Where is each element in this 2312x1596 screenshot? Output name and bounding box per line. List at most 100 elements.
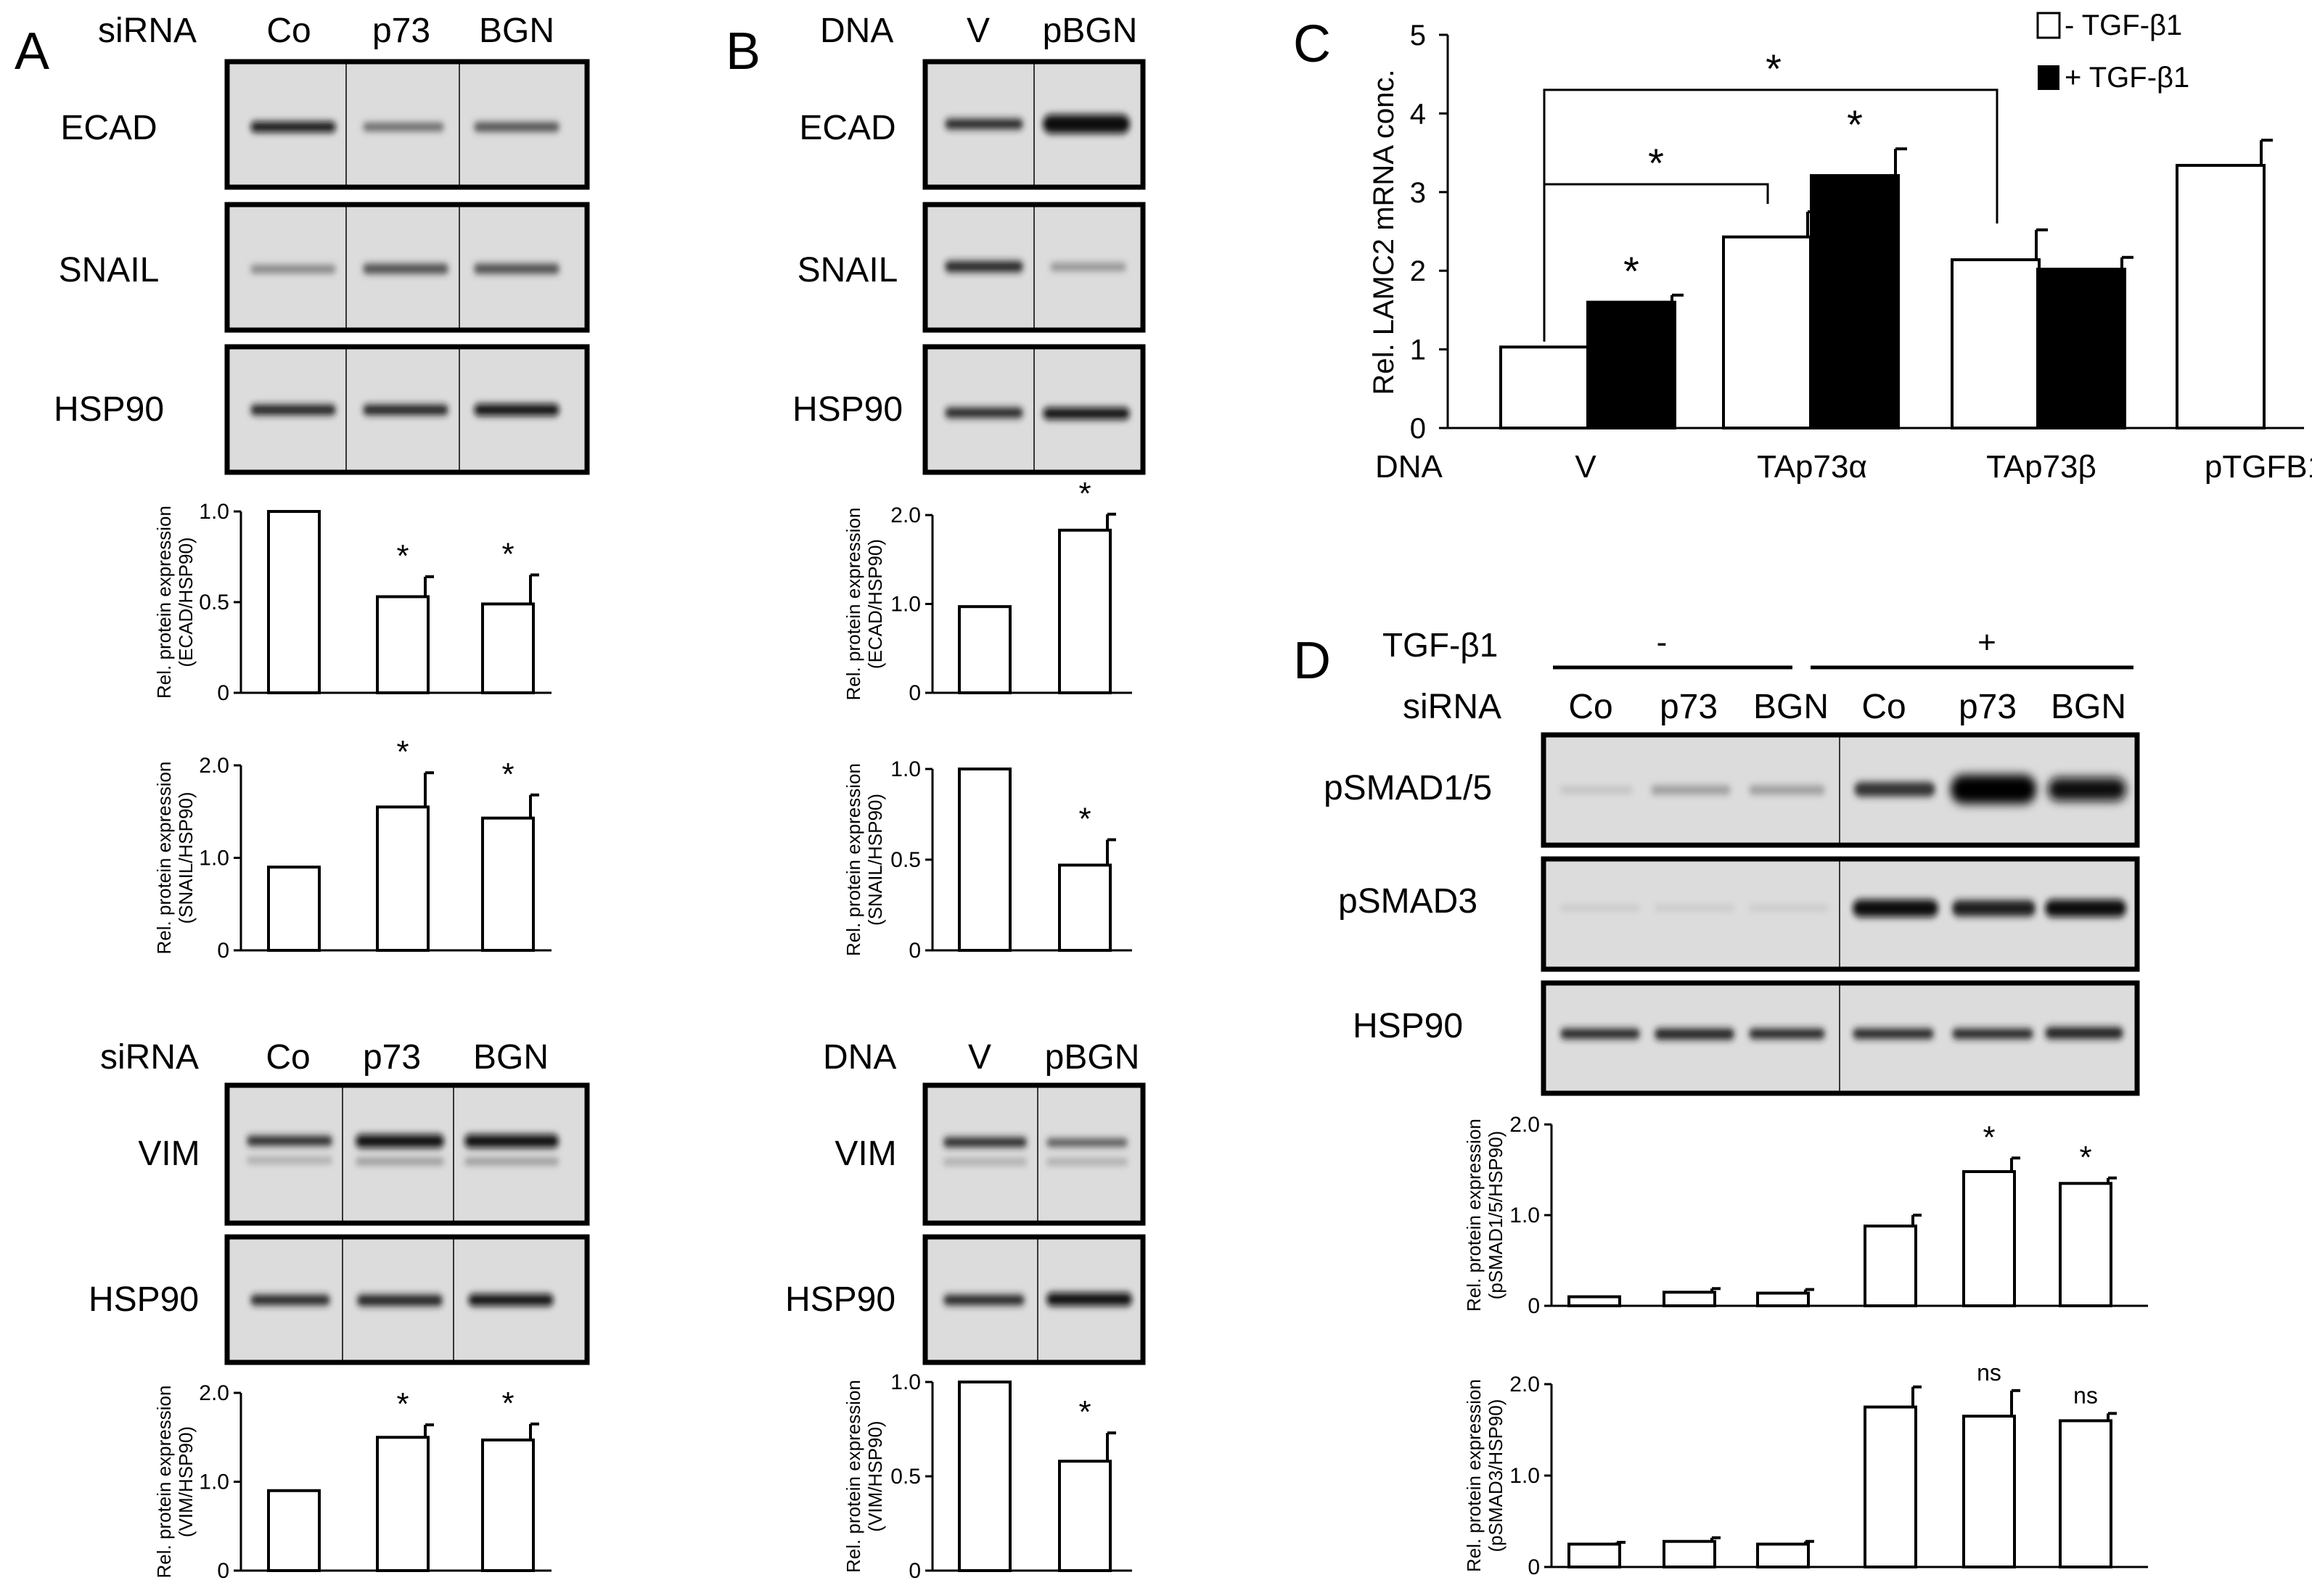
blot-b-snail <box>922 202 1146 333</box>
blot-label-hsp90: HSP90 <box>792 390 903 429</box>
band <box>468 1294 554 1306</box>
y-axis-label: Rel. protein expression <box>1463 1379 1485 1572</box>
bar <box>267 865 321 952</box>
band <box>250 266 336 273</box>
band <box>474 404 559 416</box>
lane-label-pbgn: pBGN <box>1043 12 1138 50</box>
blot-a-snail <box>224 202 590 333</box>
y-axis-label-sub: (SNAIL/HSP90) <box>864 794 886 926</box>
bar <box>1058 528 1112 695</box>
bar <box>1962 1170 2016 1307</box>
bar <box>1567 1542 1621 1568</box>
chart-b-ecad: 0 1.0 2.0 Rel. protein expression (ECAD/HSP9… <box>843 476 1132 705</box>
lane-label-v: V <box>968 1038 991 1077</box>
blot-d-psmad15 <box>1541 732 2140 848</box>
band <box>1749 786 1825 794</box>
y-tick-label: 0 <box>217 681 229 705</box>
bar <box>1663 1291 1716 1307</box>
tgf-label: TGF-β1 <box>1382 626 1498 664</box>
panel-letter-c: C <box>1293 15 1331 73</box>
band <box>357 1295 443 1306</box>
ns-label: ns <box>2073 1382 2098 1408</box>
significance-star: * <box>1078 802 1091 837</box>
lane-label-pbgn: pBGN <box>1045 1038 1140 1077</box>
y-tick-label: 2.0 <box>199 754 229 778</box>
blot-b-hsp90-lower <box>922 1234 1146 1365</box>
blot-label-ecad: ECAD <box>60 109 157 147</box>
lane-label-co: Co <box>266 1038 310 1077</box>
chart-d-psmad15: 0 1.0 2.0 Rel. protein expression (pSMAD1/5/… <box>1463 1113 2148 1318</box>
bar <box>1864 1225 1917 1307</box>
lane-label-p73: p73 <box>1660 688 1718 726</box>
y-axis-label-sub: (ECAD/HSP90) <box>864 539 886 669</box>
band <box>2048 778 2126 801</box>
y-axis-label: Rel. protein expression <box>153 762 175 955</box>
band <box>1853 1029 1934 1039</box>
band <box>1043 408 1130 419</box>
y-tick-label: 0 <box>909 1559 921 1583</box>
bar <box>1567 1295 1621 1307</box>
band <box>250 1295 330 1305</box>
band <box>363 264 448 273</box>
lane-label-co: Co <box>1861 688 1906 726</box>
bar <box>958 605 1012 694</box>
y-axis-label-sub: (SNAIL/HSP90) <box>175 791 197 924</box>
band <box>1050 263 1126 271</box>
blot-label-snail: SNAIL <box>59 251 160 289</box>
blot-label-hsp90: HSP90 <box>54 390 164 429</box>
y-tick-label: 2.0 <box>199 1381 229 1405</box>
lane-label-bgn: BGN <box>479 12 554 50</box>
band <box>1749 905 1829 910</box>
chart-a-ecad: 0 0.5 1.0 Rel. protein expression (ECAD/HSP9… <box>153 500 552 705</box>
y-tick-label: 0.5 <box>199 591 229 614</box>
significance-star: * <box>396 1386 409 1422</box>
blot-b-ecad <box>922 59 1146 190</box>
y-axis-label-sub: (pSMAD3/HSP90) <box>1485 1399 1507 1552</box>
band <box>945 408 1023 418</box>
bar <box>1756 1542 1810 1568</box>
significance-star: * <box>2079 1140 2091 1175</box>
sirna-label-lower: siRNA <box>100 1038 199 1077</box>
chart-a-vim: 0 1.0 2.0 Rel. protein expression (VIM/HSP90… <box>153 1381 552 1583</box>
y-tick-label: 0 <box>1528 1555 1540 1579</box>
bar <box>376 595 430 694</box>
y-tick-label: 0 <box>1528 1294 1540 1318</box>
y-axis-label-sub: (VIM/HSP90) <box>864 1420 886 1531</box>
band <box>1046 1139 1128 1146</box>
band <box>1046 1293 1132 1306</box>
bar-plus-tgf <box>1586 300 1676 429</box>
band <box>464 1135 559 1148</box>
significance-star: * <box>501 757 514 792</box>
lane-label-bgn: BGN <box>473 1038 549 1077</box>
significance-star: * <box>396 734 409 770</box>
x-tick-label: TAp73β <box>1986 449 2096 485</box>
lane-label-co: Co <box>1568 688 1612 726</box>
band <box>943 1138 1027 1147</box>
y-tick-label: 1.0 <box>890 1370 921 1394</box>
band <box>945 261 1023 272</box>
lane-label-bgn: BGN <box>2051 688 2126 726</box>
panel-letter-d: D <box>1293 632 1331 690</box>
lane-label-p73: p73 <box>372 12 430 50</box>
band <box>1651 786 1731 794</box>
blot-label-hsp90: HSP90 <box>1353 1007 1463 1045</box>
bar <box>958 768 1012 952</box>
band <box>474 123 559 131</box>
y-tick-label: 1.0 <box>1509 1464 1540 1488</box>
band <box>363 405 448 415</box>
tgf-minus: - <box>1657 625 1668 660</box>
band <box>1655 905 1734 910</box>
band <box>1854 782 1935 797</box>
y-axis-label: Rel. LAMC2 mRNA conc. <box>1368 69 1400 395</box>
y-tick-label: 2.0 <box>890 503 921 527</box>
y-axis-label: Rel. protein expression <box>1463 1119 1485 1312</box>
bar <box>267 510 321 694</box>
panel-letter-a: A <box>15 22 49 81</box>
blot-d-hsp90 <box>1541 980 2140 1096</box>
y-tick-label: 1.0 <box>1509 1204 1540 1227</box>
bar <box>2059 1182 2112 1307</box>
y-tick-label: 2.0 <box>1509 1373 1540 1396</box>
bar <box>1864 1405 1917 1568</box>
bar-minus-tgf <box>2176 163 2266 429</box>
